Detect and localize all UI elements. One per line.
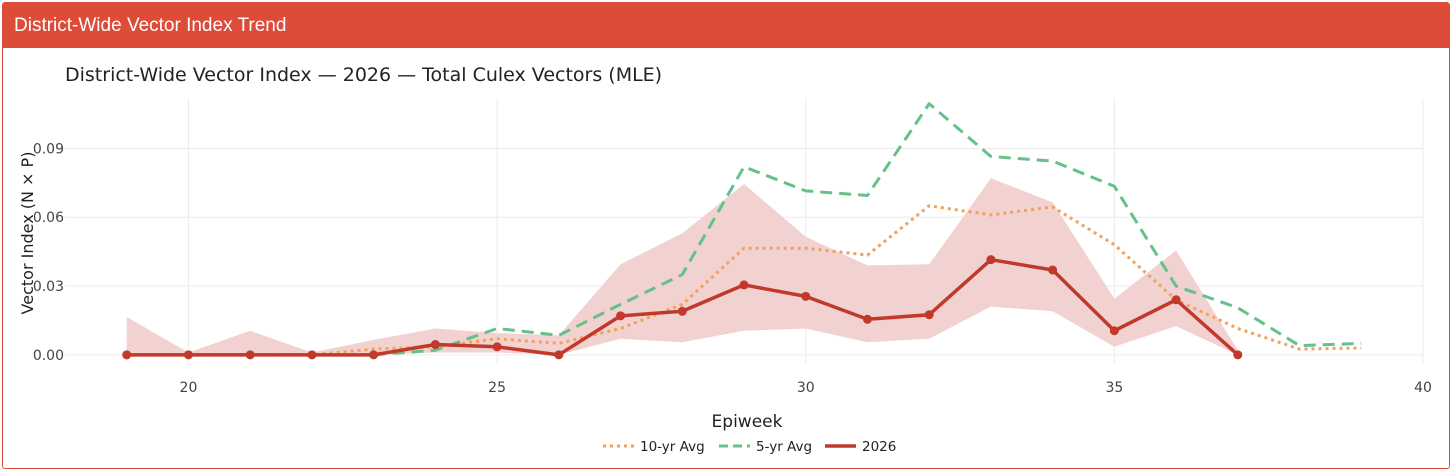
data-point[interactable] xyxy=(430,340,440,350)
legend-label[interactable]: 10-yr Avg xyxy=(640,439,705,455)
data-point[interactable] xyxy=(739,280,749,290)
data-point[interactable] xyxy=(616,311,626,321)
confidence-band xyxy=(126,178,1238,355)
data-point[interactable] xyxy=(1048,265,1058,275)
data-point[interactable] xyxy=(1233,350,1243,360)
data-point[interactable] xyxy=(183,350,193,360)
card-title: District-Wide Vector Index Trend xyxy=(14,15,287,36)
series-points xyxy=(122,255,1243,360)
legend-label[interactable]: 2026 xyxy=(862,439,896,455)
x-tick-label: 20 xyxy=(180,380,198,396)
series-line-10-yr-avg xyxy=(126,204,1362,357)
chart-container[interactable]: District-Wide Vector Index — 2026 — Tota… xyxy=(3,48,1450,468)
data-point[interactable] xyxy=(801,291,811,301)
legend: 10-yr Avg 5-yr Avg 2026 xyxy=(603,439,896,455)
series-line-5-yr-avg xyxy=(126,102,1362,357)
y-tick-label: 0.09 xyxy=(33,141,64,157)
x-tick-label: 40 xyxy=(1414,380,1432,396)
x-tick-label: 25 xyxy=(488,380,506,396)
y-axis-ticks: 0.00 0.03 0.06 0.09 xyxy=(33,141,64,363)
data-point[interactable] xyxy=(492,342,502,352)
y-tick-label: 0.06 xyxy=(33,210,64,226)
chart-svg[interactable]: District-Wide Vector Index — 2026 — Tota… xyxy=(3,48,1450,468)
data-point[interactable] xyxy=(122,350,132,360)
data-point[interactable] xyxy=(924,310,934,320)
y-tick-label: 0.00 xyxy=(33,348,64,364)
chart-title: District-Wide Vector Index — 2026 — Tota… xyxy=(65,64,662,86)
y-axis-label: Vector Index (N × P) xyxy=(18,152,37,315)
data-point[interactable] xyxy=(986,255,996,265)
y-tick-label: 0.03 xyxy=(33,279,64,295)
x-axis-label: Epiweek xyxy=(712,412,783,432)
confidence-band-area xyxy=(126,178,1238,355)
x-tick-label: 35 xyxy=(1105,380,1123,396)
data-point[interactable] xyxy=(307,350,317,360)
data-point[interactable] xyxy=(862,314,872,324)
data-point[interactable] xyxy=(554,350,564,360)
data-point[interactable] xyxy=(1109,326,1119,336)
x-tick-label: 30 xyxy=(797,380,815,396)
data-point[interactable] xyxy=(677,306,687,316)
data-point[interactable] xyxy=(1171,295,1181,305)
data-point[interactable] xyxy=(245,350,255,360)
card-header: District-Wide Vector Index Trend xyxy=(3,3,1449,48)
legend-label[interactable]: 5-yr Avg xyxy=(756,439,812,455)
x-axis-ticks: 20 25 30 35 40 xyxy=(180,380,1432,396)
data-point[interactable] xyxy=(369,350,379,360)
